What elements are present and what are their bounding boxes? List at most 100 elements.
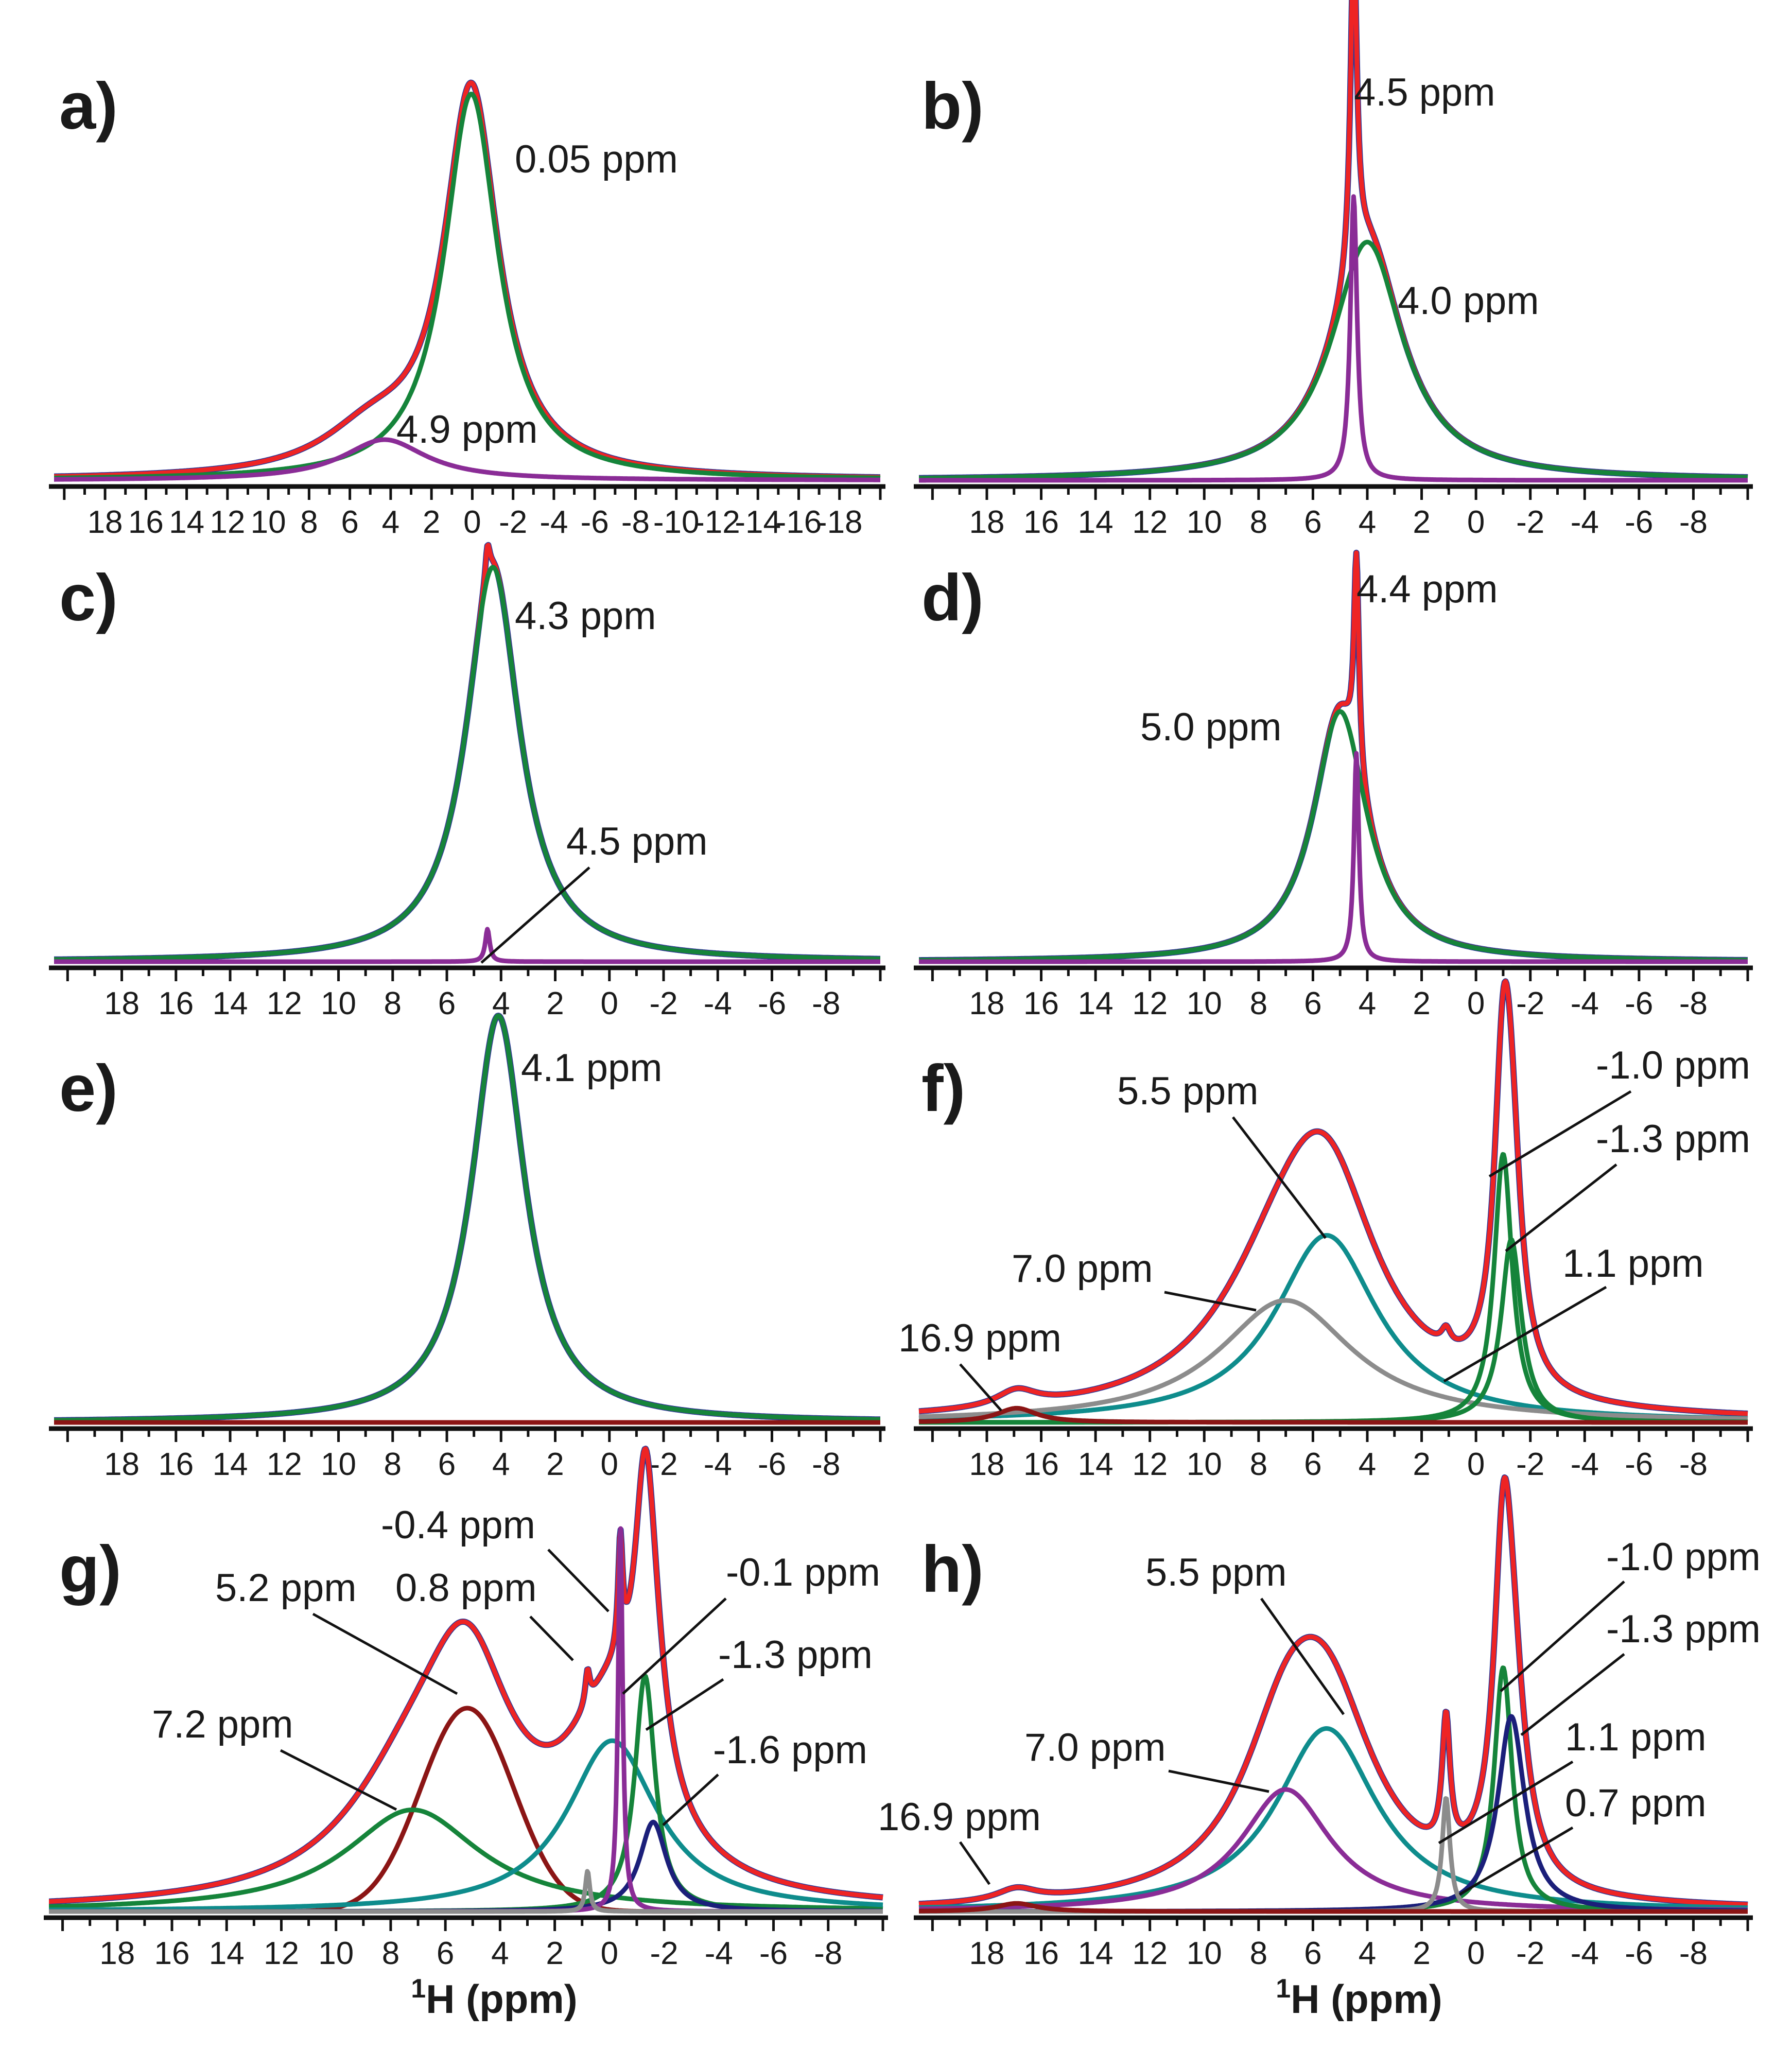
- tick-label: -4: [540, 505, 568, 540]
- series-component-4-0-ppm: [917, 239, 1749, 481]
- tick-label: -4: [1571, 986, 1599, 1021]
- tick-label: 10: [1187, 1447, 1222, 1482]
- tick-label: 12: [1132, 986, 1168, 1021]
- tick-label: -8: [1679, 1936, 1708, 1971]
- peak-label-7-0: 7.0 ppm: [1012, 1247, 1153, 1291]
- tick-label: 2: [546, 1447, 564, 1482]
- tick-label: 12: [264, 1936, 299, 1971]
- tick-label: -2: [649, 1447, 677, 1482]
- panel-d-label: d): [921, 561, 984, 635]
- tick-label: -6: [758, 986, 786, 1021]
- leader-line: [1260, 1597, 1345, 1715]
- peak-label-minus-1-3: -1.3 ppm: [718, 1633, 873, 1677]
- series-component-0-1-ppm: [47, 1738, 884, 1913]
- peak-label-minus-1-0: -1.0 ppm: [1606, 1535, 1761, 1579]
- tick-label: -8: [621, 505, 650, 540]
- tick-label: -8: [1679, 505, 1708, 540]
- tick-label: -2: [650, 1936, 678, 1971]
- tick-label: 16: [128, 505, 164, 540]
- tick-label: 6: [1304, 1447, 1321, 1482]
- tick-label: -6: [1625, 1936, 1653, 1971]
- panel-a-curves: [51, 79, 883, 482]
- leader-line: [1520, 1653, 1625, 1736]
- tick-label: 8: [384, 986, 402, 1021]
- peak-label-4-1: 4.1 ppm: [521, 1046, 663, 1090]
- tick-label: -10: [653, 505, 700, 540]
- peak-label-4-5: 4.5 ppm: [566, 820, 708, 863]
- panel-a-label: a): [59, 70, 118, 143]
- tick-label: -8: [812, 1447, 840, 1482]
- leader-line: [1505, 1163, 1617, 1252]
- series-component-7-0-ppm: [917, 1298, 1749, 1421]
- tick-label: 8: [1250, 986, 1267, 1021]
- tick-label: 6: [1304, 986, 1321, 1021]
- tick-label: -6: [758, 1447, 786, 1482]
- tick-label: -4: [1571, 1447, 1599, 1482]
- tick-label: 0: [1467, 505, 1485, 540]
- tick-label: 2: [546, 986, 564, 1021]
- tick-label: 6: [437, 1936, 454, 1971]
- tick-label: 18: [104, 1447, 140, 1482]
- series-component-5-5-ppm: [917, 1726, 1749, 1910]
- tick-label: 2: [423, 505, 440, 540]
- peak-label-16-9: 16.9 ppm: [878, 1795, 1041, 1839]
- tick-label: 14: [213, 1447, 248, 1482]
- panel-g: g) 18 16 14 12 10 8 6 4 2 0 -2 -4 -6 -8 7.2 ppm 5.2 p…: [44, 1446, 888, 1971]
- leader-line: [1232, 1116, 1327, 1239]
- tick-label: 0: [1467, 986, 1485, 1021]
- tick-label: -2: [1516, 1936, 1544, 1971]
- panel-c-curves: [51, 542, 883, 964]
- tick-label: 16: [1023, 1936, 1059, 1971]
- tick-label: 16: [154, 1936, 190, 1971]
- peak-label-minus-1-3: -1.3 ppm: [1606, 1607, 1761, 1651]
- tick-label: 8: [300, 505, 318, 540]
- tick-label: -2: [1516, 986, 1544, 1021]
- peak-label-minus-0-1: -0.1 ppm: [726, 1551, 880, 1594]
- panel-e-axis: 18 16 14 12 10 8 6 4 2 0 -2 -4 -6 -8: [49, 1426, 885, 1482]
- tick-label: -4: [705, 1936, 733, 1971]
- panel-f-axis: 18 16 14 12 10 8 6 4 2 0 -2 -4 -6 -8: [914, 1426, 1753, 1482]
- tick-label: -6: [759, 1936, 788, 1971]
- peak-label-5-0: 5.0 ppm: [1140, 705, 1282, 749]
- tick-label: 8: [1250, 1936, 1267, 1971]
- panel-d-annotations: 4.4 ppm 5.0 ppm: [1140, 567, 1498, 749]
- leader-line: [1164, 1291, 1257, 1312]
- peak-label-1-1: 1.1 ppm: [1565, 1715, 1707, 1759]
- tick-label: 18: [969, 1936, 1004, 1971]
- series-component-4-5-ppm: [53, 927, 882, 964]
- peak-label-16-9: 16.9 ppm: [898, 1316, 1062, 1360]
- tick-label: 6: [438, 1447, 456, 1482]
- tick-label: -8: [1679, 1447, 1708, 1482]
- series-component-4-5-ppm: [917, 194, 1749, 483]
- peak-label-5-2: 5.2 ppm: [215, 1566, 357, 1610]
- tick-label: 18: [88, 505, 123, 540]
- panel-e-label: e): [59, 1052, 118, 1125]
- leader-line: [1488, 1090, 1632, 1178]
- panel-c-annotations: 4.3 ppm 4.5 ppm: [480, 594, 708, 964]
- tick-label: -6: [1625, 1447, 1653, 1482]
- panel-f-annotations: 5.5 ppm 7.0 ppm 16.9 ppm -1.0 ppm -1.3 p…: [898, 1044, 1750, 1412]
- tick-label: 4: [491, 1936, 509, 1971]
- panel-b-axis: 18 16 14 12 10 8 6 4 2 0 -2 -4 -6 -8: [914, 484, 1753, 540]
- leader-line: [529, 1615, 574, 1661]
- tick-label: 8: [1250, 505, 1267, 540]
- tick-label: -12: [694, 505, 740, 540]
- tick-label: 0: [601, 1936, 618, 1971]
- peak-label-7-2: 7.2 ppm: [152, 1702, 293, 1746]
- tick-label: 0: [1467, 1936, 1485, 1971]
- panel-b-label: b): [921, 70, 984, 143]
- tick-label: -4: [1571, 1936, 1599, 1971]
- series-component-4-1-ppm: [53, 1013, 882, 1423]
- tick-label: 0: [601, 986, 618, 1021]
- tick-label: 18: [969, 1447, 1004, 1482]
- tick-label: 14: [1078, 986, 1114, 1021]
- peak-label-0-05: 0.05 ppm: [515, 137, 678, 181]
- tick-label: 16: [158, 1447, 194, 1482]
- tick-label: 14: [213, 986, 248, 1021]
- tick-label: 4: [492, 1447, 510, 1482]
- panel-g-curves: [46, 1446, 885, 1914]
- series-component-4-9-ppm: [53, 437, 882, 482]
- tick-label: 14: [1078, 1936, 1114, 1971]
